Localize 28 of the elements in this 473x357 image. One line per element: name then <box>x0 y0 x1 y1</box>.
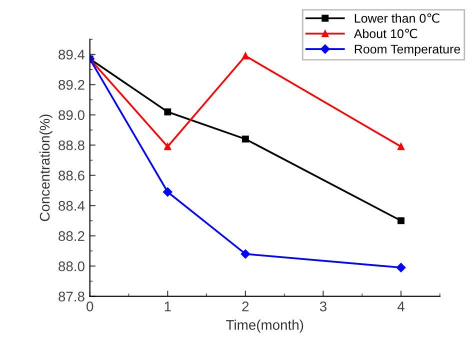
y-tick-label: 89.2 <box>58 80 84 90</box>
legend-label: Room Temperature <box>354 44 460 56</box>
y-tick-label: 88.4 <box>58 200 85 211</box>
point <box>164 108 172 116</box>
point <box>242 52 249 60</box>
point <box>398 143 404 150</box>
y-tick-label: 88.0 <box>58 261 84 272</box>
point <box>396 262 406 272</box>
point <box>240 249 250 259</box>
x-tick-label: 2 <box>242 302 249 312</box>
x-tick-label: 1 <box>164 302 171 312</box>
point <box>163 187 172 197</box>
x-tick-label: 0 <box>86 302 94 312</box>
y-tick-label: 88.8 <box>58 140 84 150</box>
y-tick-label: 89.4 <box>58 50 85 60</box>
y-tick-label: 88.6 <box>58 170 84 181</box>
y-axis-title: Concentration(%) <box>39 114 52 222</box>
point <box>398 217 404 224</box>
y-tick-label: 88.2 <box>58 231 84 241</box>
point <box>242 136 249 143</box>
legend-label: Lower than 0℃ <box>354 13 440 23</box>
x-axis-title: Time(month) <box>226 320 304 333</box>
legend-label: About 10℃ <box>354 28 418 38</box>
point <box>164 143 172 150</box>
y-tick-label: 87.8 <box>58 292 84 302</box>
y-tick-label: 89.0 <box>58 110 84 120</box>
x-tick-label: 4 <box>397 302 404 312</box>
x-tick-label: 3 <box>320 302 326 312</box>
